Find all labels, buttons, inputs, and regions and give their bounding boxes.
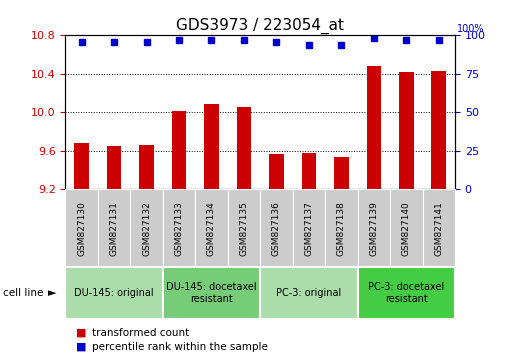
Bar [293, 189, 325, 267]
Bar [65, 189, 98, 267]
Bar [163, 267, 260, 319]
Bar [163, 189, 195, 267]
Bar [358, 267, 455, 319]
Text: GSM827134: GSM827134 [207, 201, 216, 256]
Text: transformed count: transformed count [92, 328, 189, 338]
Bar [172, 112, 186, 189]
Title: GDS3973 / 223054_at: GDS3973 / 223054_at [176, 18, 344, 34]
Bar [269, 154, 284, 189]
Text: GSM827130: GSM827130 [77, 201, 86, 256]
Bar [431, 71, 446, 189]
Bar [65, 267, 163, 319]
Bar [130, 189, 163, 267]
Text: PC-3: original: PC-3: original [276, 288, 342, 298]
Text: GSM827140: GSM827140 [402, 201, 411, 256]
Bar [195, 189, 228, 267]
Text: PC-3: docetaxel
resistant: PC-3: docetaxel resistant [368, 282, 445, 304]
Bar [107, 146, 121, 189]
Text: GSM827138: GSM827138 [337, 201, 346, 256]
Bar [325, 189, 358, 267]
Bar [98, 189, 130, 267]
Bar [74, 143, 89, 189]
Text: 100%: 100% [457, 24, 484, 34]
Bar [204, 104, 219, 189]
Bar [390, 189, 423, 267]
Text: ►: ► [48, 288, 56, 298]
Text: GSM827139: GSM827139 [369, 201, 378, 256]
Text: ■: ■ [76, 342, 86, 352]
Bar [260, 189, 293, 267]
Bar [367, 66, 381, 189]
Bar [334, 157, 349, 189]
Text: GSM827135: GSM827135 [240, 201, 248, 256]
Bar [423, 189, 455, 267]
Text: GSM827141: GSM827141 [434, 201, 444, 256]
Text: DU-145: docetaxel
resistant: DU-145: docetaxel resistant [166, 282, 257, 304]
Bar [236, 107, 251, 189]
Text: GSM827137: GSM827137 [304, 201, 313, 256]
Bar [260, 267, 358, 319]
Bar [302, 153, 316, 189]
Text: percentile rank within the sample: percentile rank within the sample [92, 342, 267, 352]
Text: GSM827131: GSM827131 [110, 201, 119, 256]
Bar [228, 189, 260, 267]
Bar [358, 189, 390, 267]
Text: GSM827133: GSM827133 [175, 201, 184, 256]
Text: cell line: cell line [3, 288, 43, 298]
Text: GSM827132: GSM827132 [142, 201, 151, 256]
Bar [399, 72, 414, 189]
Text: ■: ■ [76, 328, 86, 338]
Bar [139, 145, 154, 189]
Text: DU-145: original: DU-145: original [74, 288, 154, 298]
Text: GSM827136: GSM827136 [272, 201, 281, 256]
